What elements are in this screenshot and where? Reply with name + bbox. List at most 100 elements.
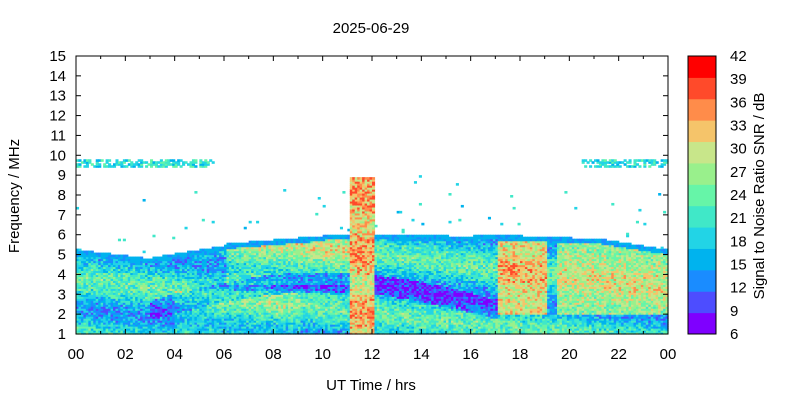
heatmap-cell	[78, 276, 82, 279]
heatmap-cell	[174, 280, 178, 283]
heatmap-cell	[253, 290, 257, 293]
heatmap-cell	[182, 330, 186, 333]
heatmap-cell	[182, 272, 186, 276]
heatmap-cell	[273, 330, 277, 333]
heatmap-cell	[335, 242, 339, 246]
heatmap-cell	[320, 264, 324, 268]
heatmap-cell	[339, 332, 343, 335]
heatmap-cell	[273, 270, 277, 274]
heatmap-cell	[305, 238, 309, 242]
heatmap-cell	[132, 278, 136, 281]
heatmap-cell	[199, 326, 203, 329]
heatmap-cell	[342, 282, 346, 285]
heatmap-cell	[132, 270, 136, 274]
heatmap-cell	[157, 312, 161, 315]
heatmap-cell	[142, 272, 146, 276]
heatmap-cell	[337, 298, 341, 301]
heatmap-cell	[337, 274, 341, 278]
heatmap-cell	[280, 316, 284, 319]
heatmap-cell	[130, 264, 134, 268]
heatmap-cell	[187, 320, 191, 323]
heatmap-cell	[246, 274, 250, 278]
heatmap-cell	[108, 332, 112, 335]
heatmap-cell	[280, 246, 284, 250]
heatmap-cell	[211, 246, 215, 250]
heatmap-cell	[132, 266, 136, 270]
heatmap-cell	[201, 292, 205, 295]
heatmap-cell	[236, 332, 240, 335]
heatmap-cell	[199, 302, 203, 305]
heatmap-cell	[263, 332, 267, 335]
heatmap-cell	[315, 330, 319, 333]
heatmap-cell	[327, 286, 331, 289]
heatmap-cell	[253, 330, 257, 333]
heatmap-cell	[305, 316, 309, 319]
heatmap-cell	[122, 161, 126, 164]
heatmap-cell	[164, 280, 168, 283]
heatmap-cell	[78, 268, 82, 272]
heatmap-cell	[315, 316, 319, 319]
heatmap-cell	[327, 284, 331, 287]
heatmap-cell	[243, 242, 247, 246]
heatmap-cell	[174, 284, 178, 287]
heatmap-cell	[332, 272, 336, 276]
heatmap-cell	[307, 332, 311, 335]
heatmap-cell	[344, 272, 348, 276]
heatmap-cell	[337, 330, 341, 333]
heatmap-cell	[117, 312, 121, 315]
heatmap-cell	[325, 308, 329, 311]
heatmap-cell	[295, 322, 299, 325]
heatmap-cell	[246, 326, 250, 329]
heatmap-cell	[339, 242, 343, 246]
heatmap-cell	[78, 324, 82, 327]
heatmap-cell	[226, 288, 230, 291]
heatmap-cell	[132, 165, 136, 168]
heatmap-cell	[189, 278, 193, 281]
heatmap-cell	[288, 328, 292, 331]
heatmap-cell	[231, 316, 235, 319]
heatmap-cell	[219, 296, 223, 299]
heatmap-cell	[265, 304, 269, 307]
heatmap-cell	[315, 240, 319, 244]
heatmap-cell	[154, 278, 158, 281]
heatmap-cell	[108, 296, 112, 299]
heatmap-cell	[95, 326, 99, 329]
heatmap-cell	[285, 266, 289, 270]
heatmap-cell	[285, 304, 289, 307]
heatmap-cell	[307, 328, 311, 331]
heatmap-cell	[310, 286, 314, 289]
heatmap-cell	[224, 302, 228, 305]
heatmap-cell	[290, 264, 294, 268]
heatmap-cell	[127, 298, 131, 301]
heatmap-cell	[216, 304, 220, 307]
heatmap-cell	[236, 250, 240, 254]
heatmap-cell	[270, 332, 274, 335]
heatmap-cell	[224, 292, 228, 295]
heatmap-cell	[233, 312, 237, 315]
heatmap-cell	[248, 244, 252, 248]
heatmap-cell	[344, 320, 348, 323]
heatmap-cell	[325, 244, 329, 248]
heatmap-cell	[100, 159, 104, 162]
heatmap-cell	[80, 306, 84, 309]
heatmap-cell	[275, 268, 279, 272]
heatmap-cell	[280, 254, 284, 258]
heatmap-cell	[288, 258, 292, 262]
heatmap-cell	[137, 312, 141, 315]
heatmap-cell	[233, 244, 237, 248]
heatmap-cell	[253, 244, 257, 248]
heatmap-cell	[98, 324, 102, 327]
heatmap-cell	[295, 244, 299, 248]
heatmap-cell	[283, 320, 287, 323]
heatmap-cell	[315, 312, 319, 315]
heatmap-cell	[95, 159, 99, 162]
heatmap-cell	[152, 312, 156, 315]
heatmap-cell	[164, 312, 168, 315]
heatmap-cell	[246, 300, 250, 303]
heatmap-cell	[344, 324, 348, 327]
heatmap-cell	[337, 272, 341, 276]
heatmap-cell	[167, 292, 171, 295]
heatmap-cell	[295, 328, 299, 331]
heatmap-cell	[137, 310, 141, 313]
heatmap-cell	[320, 330, 324, 333]
